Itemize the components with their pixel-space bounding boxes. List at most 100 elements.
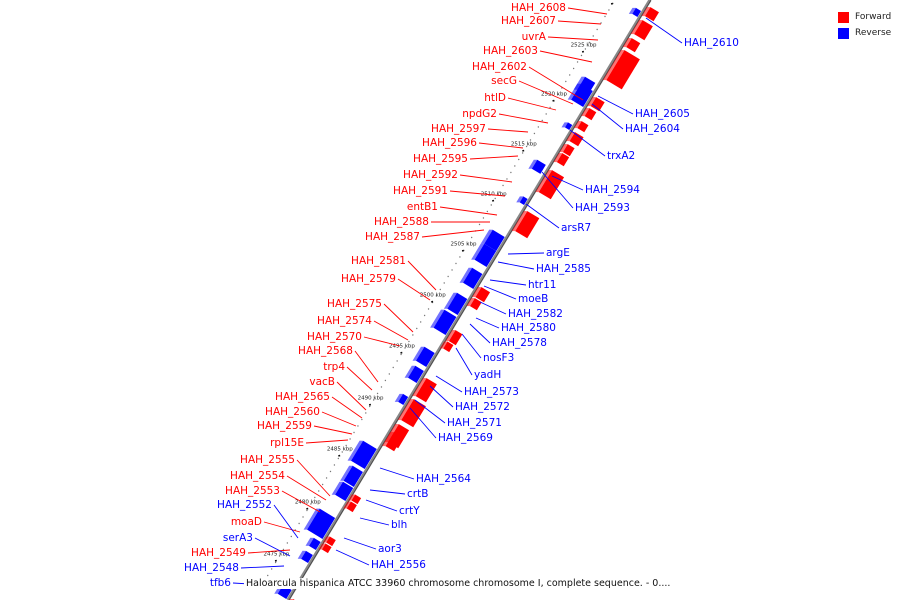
gene-label-aor3: aor3: [378, 543, 402, 555]
reverse-gene-block: [528, 159, 546, 174]
legend: Forward Reverse: [838, 9, 891, 41]
reverse-gene-block-shade: [443, 292, 458, 309]
gene-label-hah-2582: HAH_2582: [508, 308, 563, 320]
gene-label-hah-2607: HAH_2607: [501, 15, 556, 27]
forward-gene-block-body: [321, 543, 332, 554]
gene-label-hah-2605: HAH_2605: [635, 108, 690, 120]
gene-label-hah-2597-leader: [487, 128, 529, 133]
guide-dot: [341, 451, 343, 453]
reverse-gene-block-shade: [305, 537, 314, 546]
forward-gene-block: [587, 97, 605, 112]
gene-label-hah-2553: HAH_2553: [225, 485, 280, 497]
gene-label-htr11: htr11: [528, 279, 556, 291]
guide-dot: [286, 542, 289, 544]
guide-dot: [274, 561, 277, 564]
gene-label-arge-leader: [507, 252, 545, 255]
gene-label-hah-2585: HAH_2585: [536, 263, 591, 275]
gene-label-hah-2555-leader: [296, 459, 331, 497]
gene-label-hah-2573-leader: [435, 375, 463, 393]
gene-label-aor3-leader: [343, 537, 377, 550]
gene-label-hah-2595-leader: [469, 155, 519, 160]
reverse-gene-block-body: [335, 481, 354, 501]
guide-dot: [435, 295, 438, 297]
gene-label-hah-2607-leader: [557, 20, 602, 25]
tick-label: 2515 kbp: [511, 141, 537, 147]
forward-gene-block-shade: [535, 170, 553, 193]
forward-gene-block: [553, 153, 570, 167]
forward-gene-block: [573, 121, 589, 133]
gene-label-hah-2578: HAH_2578: [492, 337, 547, 349]
guide-dot: [365, 412, 367, 414]
guide-dot: [443, 282, 445, 284]
forward-gene-block-body: [562, 144, 575, 157]
guide-dot: [557, 93, 559, 96]
guide-dot: [290, 535, 292, 538]
reverse-gene-block-shade: [471, 243, 485, 260]
gene-label-blh-leader: [359, 517, 390, 526]
gene-label-hah-2570: HAH_2570: [307, 331, 362, 343]
gene-label-hah-2575: HAH_2575: [327, 298, 382, 310]
forward-gene-block-shade: [587, 97, 597, 107]
forward-gene-block: [397, 399, 426, 428]
guide-dot: [302, 516, 304, 518]
gene-label-sera3-leader: [254, 537, 291, 557]
guide-dot: [345, 444, 347, 447]
reverse-gene-block-shade: [480, 229, 493, 244]
forward-gene-block: [445, 330, 463, 346]
reverse-gene-block-shade: [404, 365, 416, 378]
gene-label-blh: blh: [391, 519, 407, 531]
reverse-gene-block-body: [351, 440, 377, 469]
guide-dot: [353, 431, 355, 434]
guide-dot: [494, 197, 496, 200]
gene-label-hah-2582-leader: [479, 301, 507, 315]
legend-swatch-reverse: [838, 27, 849, 39]
forward-gene-block: [471, 287, 491, 303]
gene-label-hah-2553-leader: [281, 490, 321, 513]
gene-label-nosf3-leader: [461, 333, 482, 359]
forward-gene-block-shade: [630, 20, 643, 35]
gene-label-uvra-leader: [547, 36, 599, 41]
gene-label-hah-2578-leader: [469, 323, 491, 344]
forward-gene-block-body: [556, 153, 570, 167]
guide-dot: [482, 217, 485, 219]
gene-label-hah-2554: HAH_2554: [230, 470, 285, 482]
reverse-gene-block-body: [484, 229, 505, 251]
reverse-gene-block: [347, 440, 377, 469]
forward-gene-block-shade: [566, 132, 575, 142]
gene-label-hah-2574-leader: [373, 320, 409, 341]
gene-label-trp4: trp4: [323, 361, 345, 373]
forward-gene-block-shade: [622, 38, 632, 48]
guide-dot: [596, 28, 598, 31]
tick-label: 2495 kbp: [389, 343, 415, 349]
reverse-gene-block-shade: [628, 7, 636, 14]
gene-label-hah-2595: HAH_2595: [413, 153, 468, 165]
tick-label: 2475 kbp: [264, 551, 290, 557]
gene-label-trxa2-leader: [569, 129, 606, 157]
tick-label: 2480 kbp: [295, 499, 321, 505]
gene-label-hah-2554-leader: [286, 475, 327, 501]
gene-label-hah-2591-leader: [449, 190, 506, 197]
gene-label-hah-2604: HAH_2604: [625, 123, 680, 135]
gene-label-hah-2608: HAH_2608: [511, 2, 566, 14]
gene-label-hah-2580: HAH_2580: [501, 322, 556, 334]
gene-label-hah-2593-leader: [541, 171, 574, 209]
guide-dot: [451, 269, 453, 271]
tick-label: 2510 kbp: [481, 191, 507, 197]
gene-label-hah-2610: HAH_2610: [684, 37, 739, 49]
gene-label-hah-2594: HAH_2594: [585, 184, 640, 196]
guide-dot: [498, 191, 500, 193]
guide-dot: [361, 418, 363, 421]
gene-label-hah-2596: HAH_2596: [422, 137, 477, 149]
gene-label-crty-leader: [365, 499, 398, 512]
reverse-gene-block-body: [571, 83, 593, 107]
gene-label-hah-2574: HAH_2574: [317, 315, 372, 327]
reverse-gene-block: [443, 292, 468, 315]
forward-gene-block-body: [515, 211, 540, 239]
guide-dot: [502, 184, 504, 187]
guide-dot: [396, 360, 398, 362]
gene-label-uvra: uvrA: [522, 31, 547, 43]
guide-dot: [604, 15, 606, 18]
reverse-gene-block-shade: [347, 440, 364, 461]
guide-dot: [447, 275, 449, 278]
